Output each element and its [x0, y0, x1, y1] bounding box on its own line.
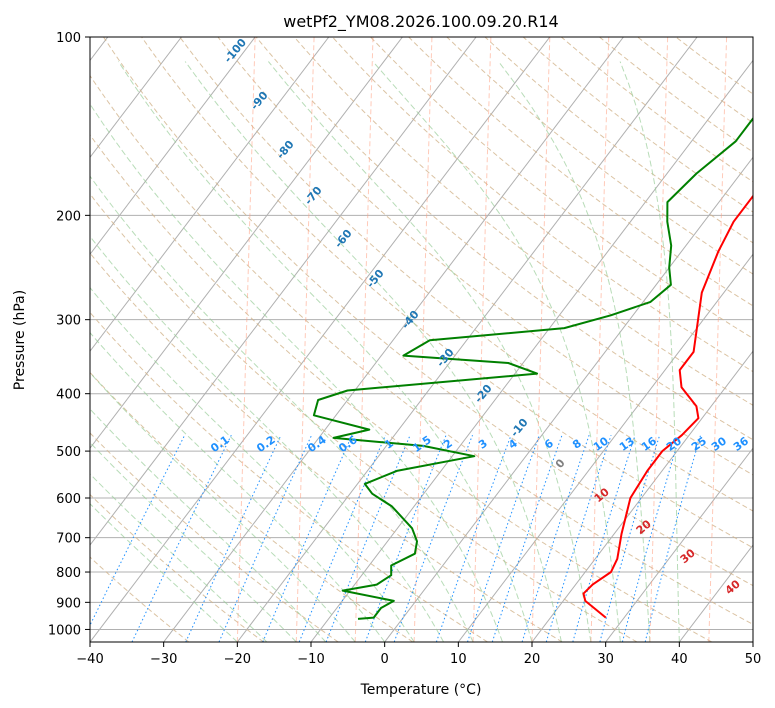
mixing-ratio-line [298, 434, 386, 642]
isotherm-line [90, 37, 256, 256]
background-dashed-line [295, 37, 315, 642]
x-tick-label: 50 [745, 652, 762, 667]
isotherm-line [90, 37, 182, 159]
x-tick-label: −20 [224, 652, 251, 667]
background-dashed-line [649, 37, 669, 642]
x-tick-label: 30 [597, 652, 614, 667]
x-tick-label: 40 [671, 652, 688, 667]
moist-adiabat [90, 175, 474, 642]
temperature-profile-line [582, 193, 753, 619]
moist-adiabat [90, 286, 415, 642]
mixing-ratio-line [325, 435, 411, 642]
y-tick-label: 500 [56, 445, 81, 460]
moist-adiabat [90, 103, 503, 642]
moist-adiabat [90, 408, 327, 642]
plot-frame [89, 36, 754, 643]
moist-adiabats [90, 37, 728, 642]
isotherm-line [90, 37, 477, 546]
moist-adiabat [619, 61, 680, 642]
isotherm-line [310, 59, 753, 642]
isotherm-line [605, 447, 753, 642]
y-axis-ticks: 100 200 300 400 500 600 700 800 900 1000 [48, 31, 90, 638]
dry-adiabat [179, 37, 753, 512]
y-tick-label: 700 [56, 532, 81, 547]
dry-adiabat [255, 37, 753, 441]
y-tick-label: 600 [56, 492, 81, 507]
dry-adiabat [293, 37, 753, 406]
mixing-ratio-line [467, 435, 540, 642]
y-tick-label: 200 [56, 209, 81, 224]
y-tick-label: 800 [56, 566, 81, 581]
dry-adiabat [370, 37, 753, 340]
mixing-ratio-line [218, 434, 313, 642]
dry-adiabat [90, 371, 414, 642]
background-dashed-line [472, 37, 492, 642]
mixing-ratio-line [393, 435, 473, 642]
x-tick-label: 20 [524, 652, 541, 667]
y-tick-label: 1000 [48, 623, 81, 638]
dewpoint-profile-line [312, 116, 753, 620]
x-tick-label: −40 [76, 652, 103, 667]
moist-adiabat [90, 441, 297, 642]
background-dashed-line [236, 37, 256, 642]
x-tick-label: 0 [381, 652, 389, 667]
moist-adiabat [90, 235, 445, 642]
mixing-ratio-line [491, 435, 563, 642]
isotherm-line [384, 156, 753, 642]
dry-adiabat [90, 252, 563, 642]
dry-adiabat [90, 193, 638, 642]
y-tick-label: 400 [56, 388, 81, 403]
moist-adiabat [268, 61, 592, 642]
isotherm-line [236, 37, 698, 642]
moist-adiabat [498, 61, 651, 642]
mixing-ratio-line [90, 434, 186, 627]
isotherm-line [90, 37, 551, 642]
mixing-ratio-line [545, 435, 612, 642]
y-axis-label: Pressure (hPa) [12, 290, 28, 390]
x-tick-label: −30 [150, 652, 177, 667]
y-tick-label: 300 [56, 314, 81, 329]
mixing-ratio-line [521, 435, 590, 642]
dry-adiabat [446, 37, 753, 275]
x-axis-ticks: −40 −30 −20 −10 0 10 20 30 40 50 [76, 642, 761, 667]
moist-adiabat [90, 331, 386, 642]
moist-adiabat [372, 61, 621, 642]
mixing-ratio-lines [90, 434, 702, 642]
y-tick-label: 100 [56, 31, 81, 46]
x-axis-label: Temperature (°C) [360, 682, 482, 698]
background-dashed-line [590, 37, 610, 642]
y-tick-label: 900 [56, 596, 81, 611]
dry-adiabat [522, 37, 753, 213]
background-dashed-line [531, 37, 551, 642]
dry-adiabat [103, 37, 753, 587]
mixing-ratio-line [435, 435, 512, 642]
moist-adiabat [184, 61, 562, 642]
mixing-ratio-line [262, 434, 353, 642]
x-tick-label: 10 [450, 652, 467, 667]
moist-adiabat [90, 371, 356, 642]
dry-adiabat [332, 37, 753, 373]
background-dashed-line [354, 37, 374, 642]
isotherm-line [90, 37, 403, 449]
x-tick-label: −10 [297, 652, 324, 667]
profile-lines [312, 116, 753, 620]
chart-title: wetPf2_YM08.2026.100.09.20.R14 [283, 12, 558, 32]
mixing-ratio-line [364, 435, 447, 642]
dry-adiabat [560, 37, 753, 183]
background-dashed-line [708, 37, 728, 642]
